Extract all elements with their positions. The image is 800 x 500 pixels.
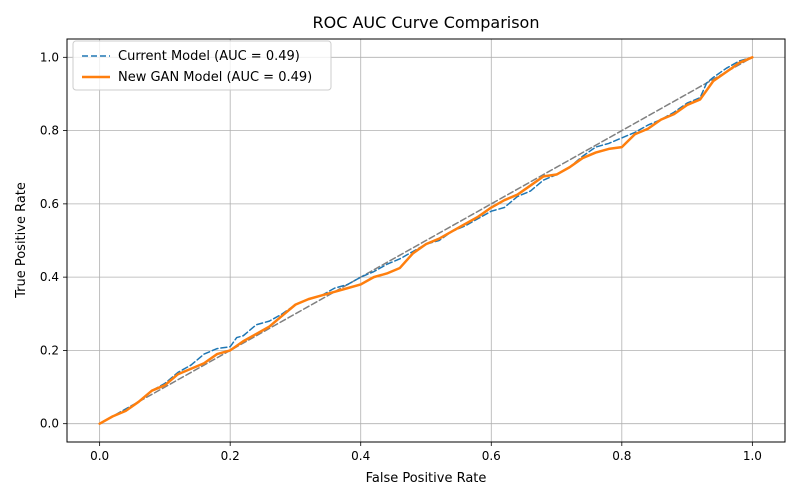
legend-label-gan: New GAN Model (AUC = 0.49): [118, 70, 312, 85]
series-layer: [98, 56, 754, 425]
chance-diagonal-line: [98, 56, 754, 425]
x-axis-label: False Positive Rate: [366, 471, 487, 486]
x-tick-label: 0.6: [482, 449, 501, 463]
y-tick-label: 0.8: [40, 124, 59, 138]
x-tick-label: 0.4: [351, 449, 370, 463]
gan-model-line: [98, 56, 754, 425]
y-tick-label: 1.0: [40, 50, 59, 64]
legend-box: [72, 40, 332, 91]
legend-label-current: Current Model (AUC = 0.49): [118, 49, 300, 64]
y-axis-label: True Positive Rate: [14, 182, 29, 299]
x-tick-label: 1.0: [743, 449, 762, 463]
legend: Current Model (AUC = 0.49) New GAN Model…: [72, 40, 332, 91]
plot-area-frame: [66, 38, 786, 443]
y-tick-label: 0.2: [40, 343, 59, 357]
chart-title: ROC AUC Curve Comparison: [313, 13, 540, 32]
y-tick-label: 0.0: [40, 417, 59, 431]
axis-ticks: 0.0 0.2 0.4 0.6 0.8 1.0 0.0 0.2 0.4 0.6 0.8 1.0: [40, 50, 762, 463]
x-tick-label: 0.8: [612, 449, 631, 463]
y-tick-label: 0.4: [40, 270, 59, 284]
x-tick-label: 0.2: [221, 449, 240, 463]
y-tick-label: 0.6: [40, 197, 59, 211]
x-tick-label: 0.0: [90, 449, 109, 463]
